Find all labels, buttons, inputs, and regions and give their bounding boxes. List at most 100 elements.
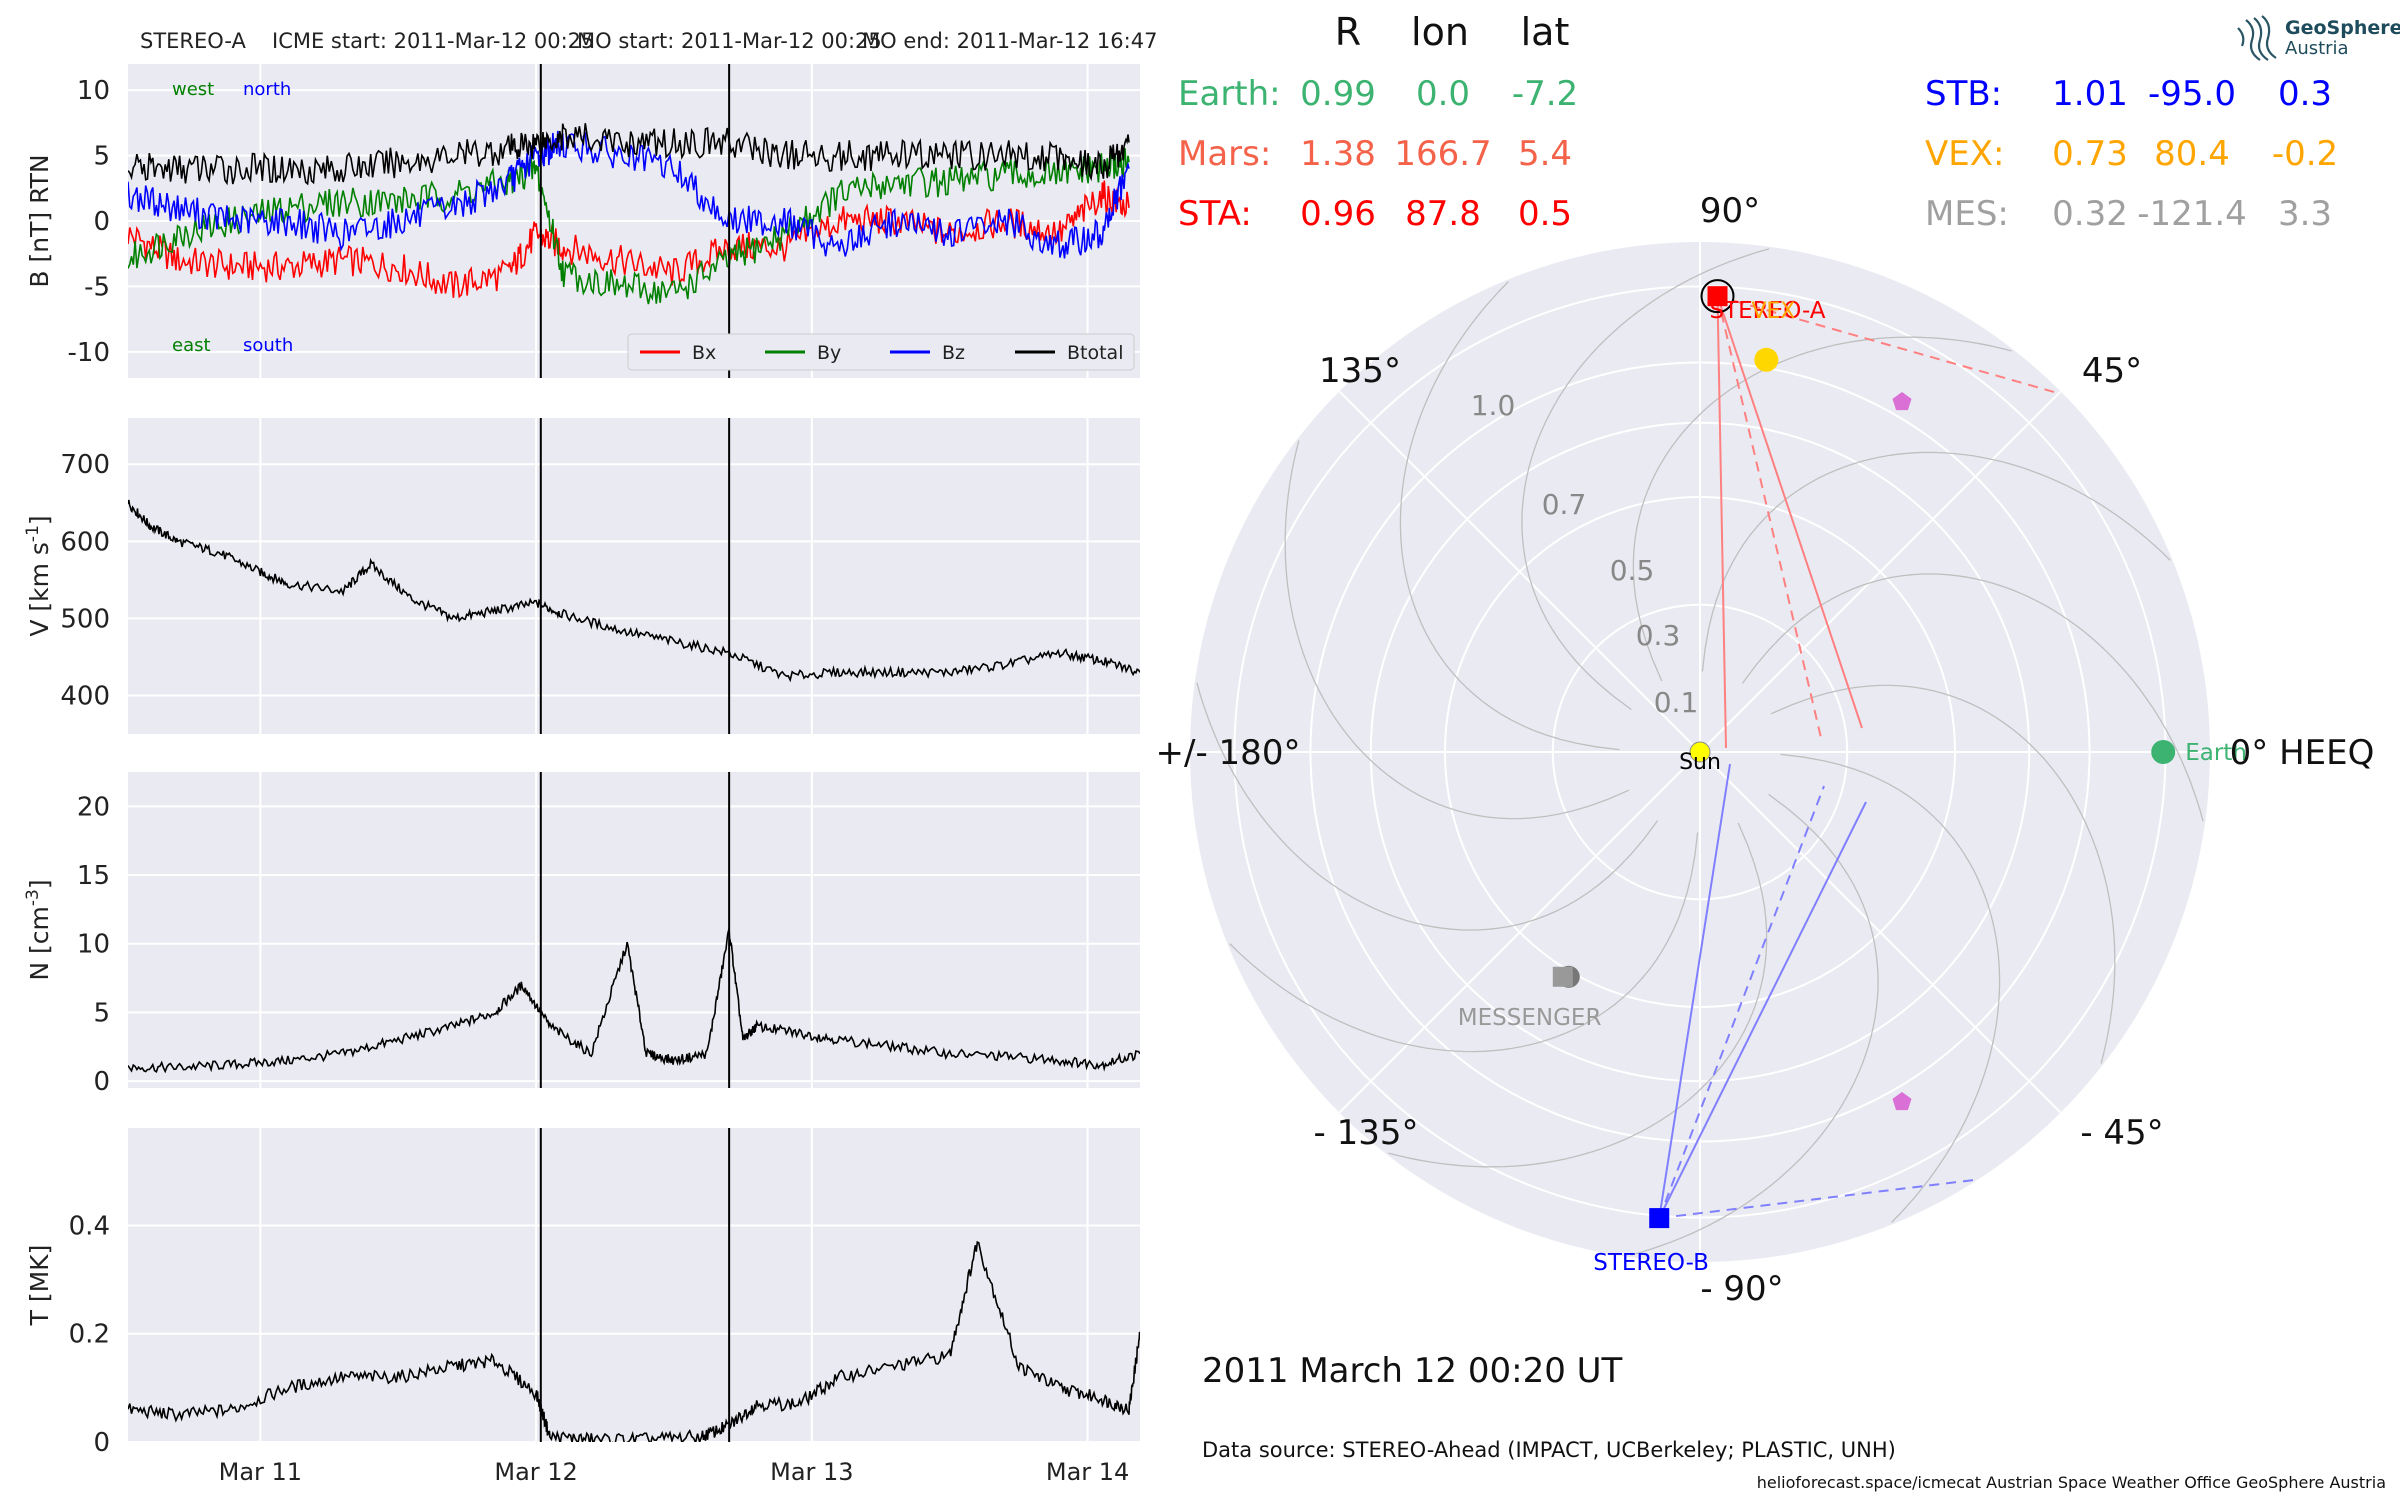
table-row: VEX: 0.73 80.4 -0.2 xyxy=(1925,134,2338,174)
mes-marker xyxy=(1552,966,1573,987)
legend-label-by: By xyxy=(817,342,841,364)
header-mo-end: MO end: 2011-Mar-12 16:47 xyxy=(862,29,1157,53)
angle-label: 0° HEEQ xyxy=(2230,733,2375,773)
fov-lines xyxy=(1658,295,2055,1220)
y-tick-label: -10 xyxy=(68,338,110,368)
value-lat: 3.3 xyxy=(2278,194,2332,234)
value-lat: 0.3 xyxy=(2278,74,2332,114)
legend-label-btotal: Btotal xyxy=(1067,342,1123,364)
y-axis-label: T [MK] xyxy=(25,1245,54,1327)
y-tick-label: 20 xyxy=(77,792,110,822)
sta-marker xyxy=(1707,286,1728,307)
table-header-lat: lat xyxy=(1521,10,1570,54)
x-tick-label: Mar 13 xyxy=(770,1458,853,1486)
value-lon: -95.0 xyxy=(2148,74,2236,114)
angle-label: +/- 180° xyxy=(1156,733,1301,773)
earth-label: Earth xyxy=(2185,740,2247,766)
sta-fov-dashed xyxy=(1716,295,1823,743)
panel-background xyxy=(128,1128,1140,1442)
legend-label-bx: Bx xyxy=(692,342,716,364)
value-lon: 80.4 xyxy=(2154,134,2230,174)
angle-label: 135° xyxy=(1319,351,1401,391)
body-stereo-a: STEREO-A xyxy=(1700,279,1826,324)
radial-label: 0.7 xyxy=(1542,488,1587,521)
logo-line2: Austria xyxy=(2285,38,2349,59)
y-tick-label: 5 xyxy=(93,142,110,172)
spiral-line xyxy=(1632,336,2012,682)
stb-fov-dashed xyxy=(1659,1179,1975,1220)
radial-label: 1.0 xyxy=(1471,389,1516,422)
y-tick-label: 600 xyxy=(60,527,110,557)
panel-2: 700 600 500 400 V [km s-1] xyxy=(23,418,1140,734)
geosphere-logo: GeoSphere Austria xyxy=(2237,15,2400,61)
angle-label: 90° xyxy=(1700,191,1760,231)
table-header-lon: lon xyxy=(1411,10,1469,54)
radial-label: 0.5 xyxy=(1610,554,1655,587)
annotation-north: north xyxy=(243,79,291,100)
y-tick-label: 0.4 xyxy=(69,1211,110,1241)
plot-timestamp: 2011 March 12 00:20 UT xyxy=(1202,1351,1623,1391)
series-line-panel3 xyxy=(128,928,1140,1074)
spiral-line xyxy=(1229,832,1699,1053)
spiral-line xyxy=(1399,281,1620,751)
y-tick-label: 500 xyxy=(60,604,110,634)
value-r: 0.32 xyxy=(2052,194,2128,234)
y-tick-label: 10 xyxy=(77,930,110,960)
spiral-line xyxy=(1741,573,2204,822)
panel-3: 20 15 10 5 0 N [cm-3] xyxy=(23,772,1140,1097)
table-row: Mars: 1.38 166.7 5.4 xyxy=(1178,134,1572,174)
angle-label: - 90° xyxy=(1700,1269,1783,1309)
value-r: 1.01 xyxy=(2052,74,2128,114)
sun-marker xyxy=(1689,741,1711,763)
sta-fov-line xyxy=(1716,296,1727,749)
stb-marker xyxy=(1649,1208,1670,1229)
table-row: STB: 1.01 -95.0 0.3 xyxy=(1925,74,2332,114)
spiral-line xyxy=(1284,440,1630,820)
y-axis-label: B [nT] RTN xyxy=(25,154,54,287)
body-name: STB: xyxy=(1925,74,2002,114)
y-tick-label: 0 xyxy=(93,1428,110,1458)
spiral-line xyxy=(1630,793,1879,1256)
y-tick-label: 15 xyxy=(77,861,110,891)
y-axis-label: V [km s-1] xyxy=(23,515,54,636)
value-lat: 0.5 xyxy=(1518,194,1572,234)
body-earth: Earth xyxy=(2151,740,2247,766)
y-tick-label: 400 xyxy=(60,681,110,711)
angular-grid-line xyxy=(1338,390,1701,753)
sta-fov-line xyxy=(1716,295,1863,729)
angle-label: 45° xyxy=(2082,351,2142,391)
annotation-west: west xyxy=(172,79,214,100)
geosphere-logo-icon xyxy=(2237,15,2277,61)
angular-grid-line xyxy=(1338,751,1701,1114)
sta-fov-dashed xyxy=(1717,295,2055,393)
table-header-r: R xyxy=(1335,10,1361,54)
angle-label: - 135° xyxy=(1314,1113,1419,1153)
stb-fov-line xyxy=(1658,801,1867,1219)
body-name: MES: xyxy=(1925,194,2009,234)
legend-box xyxy=(627,333,1135,371)
panel-background xyxy=(128,418,1140,734)
y-tick-label: 700 xyxy=(60,450,110,480)
radial-label: 0.3 xyxy=(1636,619,1681,652)
y-axis-label: N [cm-3] xyxy=(23,879,54,980)
series-line-bx xyxy=(128,180,1130,299)
header-icme-start: ICME start: 2011-Mar-12 00:25 xyxy=(272,29,594,53)
spiral-line xyxy=(1770,684,2116,1064)
series-line-panel2 xyxy=(128,499,1140,683)
x-tick-label: Mar 11 xyxy=(219,1458,302,1486)
stb-fov-line xyxy=(1658,763,1731,1219)
body-name: Mars: xyxy=(1178,134,1271,174)
panel-background xyxy=(128,772,1140,1088)
value-lon: 87.8 xyxy=(1405,194,1481,234)
y-tick-label: 0 xyxy=(93,1067,110,1097)
x-tick-label: Mar 12 xyxy=(494,1458,577,1486)
body-stereo-b: STEREO-B xyxy=(1593,1208,1709,1276)
value-lon: 166.7 xyxy=(1394,134,1491,174)
angle-label: - 45° xyxy=(2080,1113,2163,1153)
legend: Bx By Bz Btotal xyxy=(627,333,1135,371)
